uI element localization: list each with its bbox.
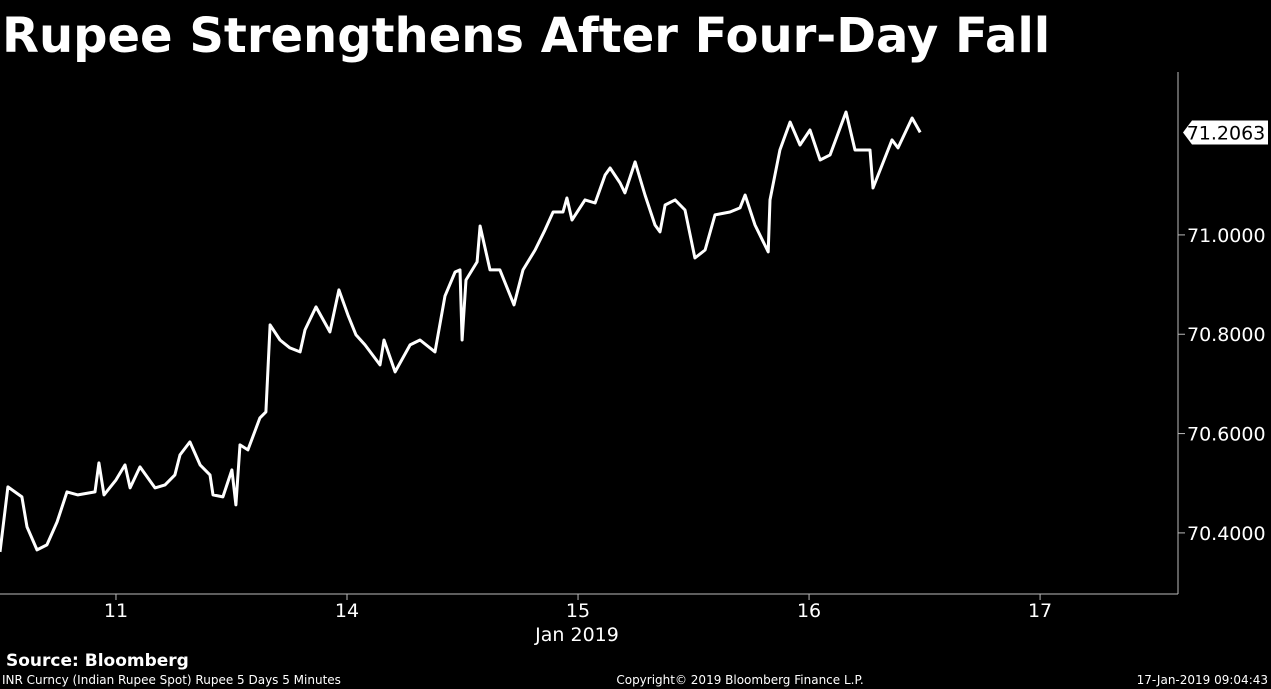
x-tick-label: 16 — [797, 600, 821, 622]
x-tick-label: 14 — [335, 600, 359, 622]
last-value-label: 71.2063 — [1187, 122, 1266, 144]
x-tick-label: 17 — [1028, 600, 1052, 622]
source: Source: Bloomberg — [6, 651, 189, 671]
price-line — [0, 110, 922, 553]
x-tick-label: 11 — [104, 600, 128, 622]
x-axis-label: Jan 2019 — [534, 624, 619, 646]
footer-right: 17-Jan-2019 09:04:43 — [1137, 673, 1268, 687]
last-value-callout — [1183, 120, 1268, 145]
chart-title: Rupee Strengthens After Four-Day Fall — [2, 8, 1050, 64]
y-tick-label: 70.6000 — [1187, 424, 1266, 446]
footer-left: INR Curncy (Indian Rupee Spot) Rupee 5 D… — [2, 673, 341, 687]
x-tick-label: 15 — [566, 600, 590, 622]
y-tick-label: 70.4000 — [1187, 523, 1266, 545]
footer-center: Copyright© 2019 Bloomberg Finance L.P. — [616, 673, 863, 687]
y-tick-label: 70.8000 — [1187, 324, 1266, 346]
y-tick-label: 71.0000 — [1187, 225, 1266, 247]
